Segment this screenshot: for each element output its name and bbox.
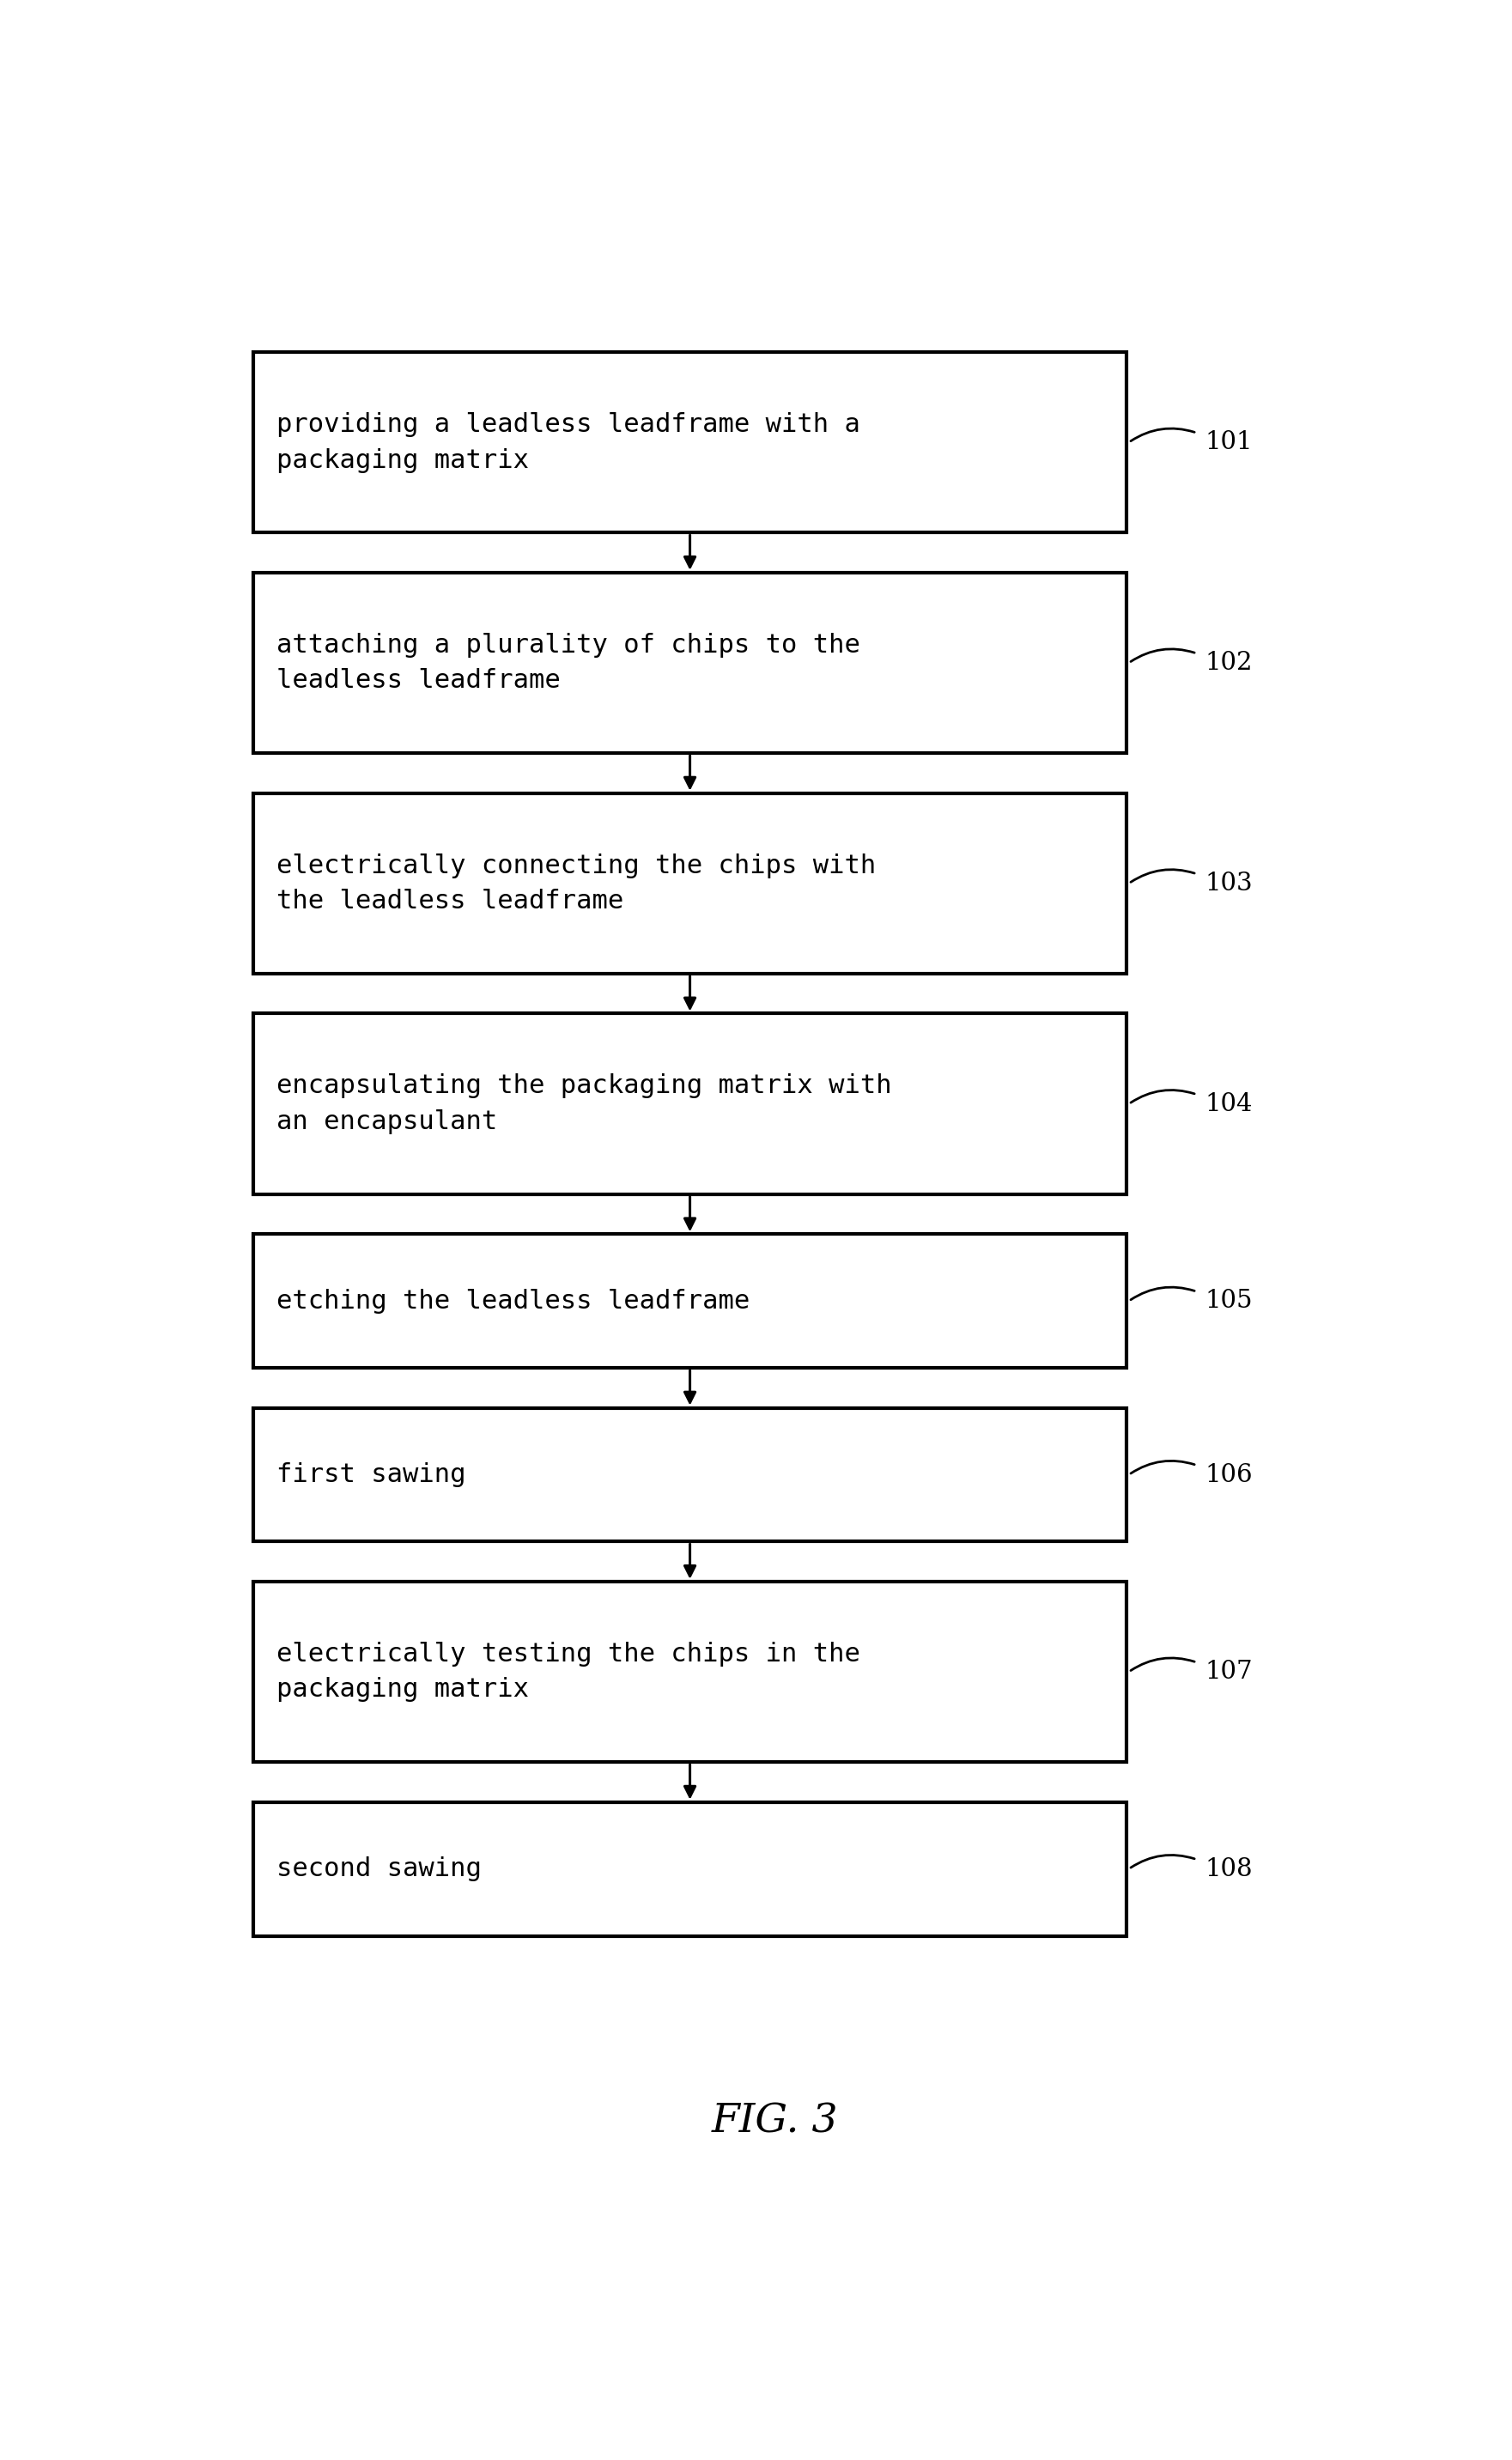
Text: electrically connecting the chips with
the leadless leadframe: electrically connecting the chips with t… — [277, 854, 877, 913]
Bar — [254, 1014, 1126, 1193]
Text: 103: 103 — [1205, 871, 1253, 895]
Text: 102: 102 — [1205, 652, 1252, 674]
Text: second sawing: second sawing — [277, 1857, 482, 1882]
Bar — [254, 792, 1126, 974]
Bar — [254, 1235, 1126, 1368]
Text: first sawing: first sawing — [277, 1461, 466, 1488]
Text: 108: 108 — [1205, 1857, 1253, 1882]
Text: attaching a plurality of chips to the
leadless leadframe: attaching a plurality of chips to the le… — [277, 632, 860, 694]
Text: 101: 101 — [1205, 430, 1252, 455]
Bar — [254, 352, 1126, 534]
Bar — [254, 573, 1126, 753]
Text: electrically testing the chips in the
packaging matrix: electrically testing the chips in the pa… — [277, 1641, 860, 1702]
Bar — [254, 1407, 1126, 1542]
Text: 106: 106 — [1205, 1464, 1253, 1486]
Text: 104: 104 — [1205, 1092, 1252, 1117]
Text: etching the leadless leadframe: etching the leadless leadframe — [277, 1289, 750, 1314]
Text: 105: 105 — [1205, 1289, 1252, 1314]
Text: FIG. 3: FIG. 3 — [712, 2103, 838, 2140]
Text: 107: 107 — [1205, 1661, 1253, 1685]
Text: encapsulating the packaging matrix with
an encapsulant: encapsulating the packaging matrix with … — [277, 1073, 892, 1134]
Text: providing a leadless leadframe with a
packaging matrix: providing a leadless leadframe with a pa… — [277, 411, 860, 472]
Bar — [254, 1803, 1126, 1936]
Bar — [254, 1582, 1126, 1761]
